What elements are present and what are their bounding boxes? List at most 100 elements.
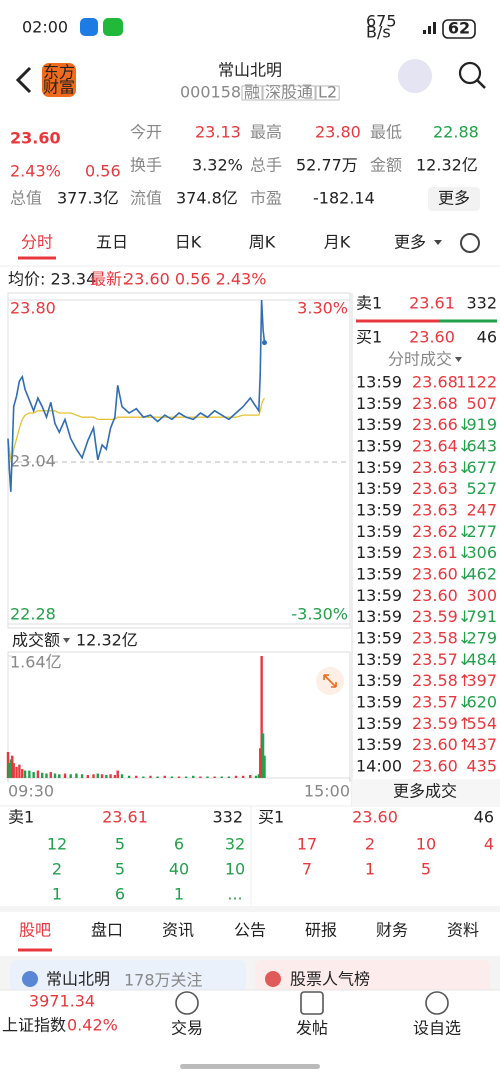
trade-icon[interactable]: [175, 991, 199, 1015]
field-label: 市盈: [250, 189, 282, 208]
y-tick-label: 22.28: [10, 605, 56, 624]
queue-order: 32: [225, 835, 245, 854]
volume-bar: [86, 775, 89, 778]
volume-bar: [249, 775, 252, 778]
volume-bar: [241, 775, 245, 778]
app-icon: [80, 18, 98, 36]
trade-time: 13:59: [356, 650, 402, 669]
card[interactable]: [255, 960, 490, 994]
chart-tab[interactable]: 更多: [394, 233, 426, 252]
trade-time: 13:59: [356, 479, 402, 498]
latest-value: 23.60 0.56 2.43%: [124, 270, 266, 289]
volume-title: 成交额: [12, 631, 60, 650]
trade-time: 13:59: [356, 586, 402, 605]
chart-tab[interactable]: 周K: [249, 233, 276, 252]
field-value: 23.80: [315, 123, 361, 142]
volume-bar: [254, 775, 258, 778]
post-icon[interactable]: [300, 991, 324, 1015]
chart-tab[interactable]: 日K: [175, 233, 202, 252]
y2-tick-label: 3.30%: [297, 299, 348, 318]
volume-bar: [69, 774, 72, 778]
volume-bar: [259, 748, 262, 778]
volume-bar: [41, 772, 44, 778]
volume-bar: [213, 776, 216, 778]
info-tab[interactable]: 股吧: [19, 921, 51, 940]
trade-price: 23.58: [412, 628, 458, 647]
trade-price: 23.58: [412, 671, 458, 690]
queue-order: 2: [52, 860, 62, 879]
watchlist-icon[interactable]: [425, 991, 449, 1015]
back-button[interactable]: [15, 66, 32, 94]
buy-label: 买1: [356, 328, 382, 347]
search-icon[interactable]: [458, 61, 482, 85]
dropdown-arrow: [455, 357, 462, 362]
queue-order: 6: [115, 885, 125, 904]
trade-price: 23.59: [412, 714, 458, 733]
queue-order: 12: [47, 835, 67, 854]
nav-item[interactable]: 发帖: [296, 1019, 328, 1038]
sell-price: 23.61: [102, 808, 148, 827]
queue-order: 4: [484, 835, 494, 854]
volume-bar: [109, 774, 112, 778]
queue-order: 1: [52, 885, 62, 904]
trade-arrow: ↓: [458, 564, 471, 583]
trade-volume: 791: [466, 607, 497, 626]
more-button-text[interactable]: 更多: [438, 189, 470, 208]
trade-volume: 484: [466, 650, 497, 669]
buy-price: 23.60: [409, 328, 455, 347]
info-tab[interactable]: 资讯: [162, 921, 194, 940]
trades-title: 分时成交: [388, 350, 452, 369]
queue-order: 2: [365, 835, 375, 854]
trade-volume: 279: [466, 628, 497, 647]
volume-bar: [92, 774, 95, 778]
trade-arrow: ↑: [458, 735, 471, 754]
trade-time: 13:59: [356, 394, 402, 413]
home-indicator: [180, 1064, 320, 1069]
queue-order: 5: [115, 835, 125, 854]
info-tab[interactable]: 财务: [376, 921, 408, 940]
field-value: 377.3亿: [57, 189, 119, 208]
volume-bar: [21, 769, 24, 778]
card-subtitle: 178万关注: [124, 971, 203, 990]
more-trades[interactable]: 更多成交: [393, 782, 457, 801]
nav-item[interactable]: 交易: [171, 1019, 203, 1038]
more-button[interactable]: [428, 187, 480, 211]
volume-bar: [220, 776, 223, 778]
chart-tab[interactable]: 月K: [324, 233, 351, 252]
trade-price: 23.62: [412, 522, 458, 541]
latest-label: 最新:: [90, 270, 127, 289]
chart-tab[interactable]: 五日: [96, 233, 128, 252]
trade-price: 23.59: [412, 607, 458, 626]
volume-bar: [257, 774, 260, 778]
info-tab[interactable]: 资料: [447, 921, 479, 940]
trade-time: 14:00: [356, 756, 402, 775]
volume-bar: [163, 775, 166, 778]
price-line: [7, 299, 266, 492]
y-tick-label: 23.80: [10, 299, 56, 318]
trade-arrow: ↓: [458, 436, 471, 455]
queue-order: 1: [174, 885, 184, 904]
nav-item[interactable]: 设自选: [413, 1019, 461, 1038]
queue-order: 5: [421, 860, 431, 879]
more-trades-band[interactable]: [352, 779, 500, 805]
settings-icon[interactable]: [460, 233, 480, 253]
buy-label: 买1: [258, 808, 284, 827]
buy-price: 23.60: [352, 808, 398, 827]
info-tab[interactable]: 公告: [234, 921, 266, 940]
search-icon-handle: [476, 79, 486, 89]
card[interactable]: [10, 960, 246, 994]
index-change: 0.42%: [67, 1016, 118, 1035]
avatar[interactable]: [398, 59, 432, 93]
trade-price: 23.66: [412, 415, 458, 434]
info-tab[interactable]: 盘口: [91, 921, 123, 940]
trade-price: 23.64: [412, 436, 458, 455]
queue-order: 7: [302, 860, 312, 879]
trade-arrow: ↓: [458, 628, 471, 647]
volume-bar: [58, 774, 61, 778]
volume-bar: [15, 766, 18, 778]
info-tab[interactable]: 研报: [305, 921, 337, 940]
volume-bar: [234, 775, 238, 778]
chart-tab[interactable]: 分时: [21, 233, 53, 252]
queue-order: 6: [174, 835, 184, 854]
